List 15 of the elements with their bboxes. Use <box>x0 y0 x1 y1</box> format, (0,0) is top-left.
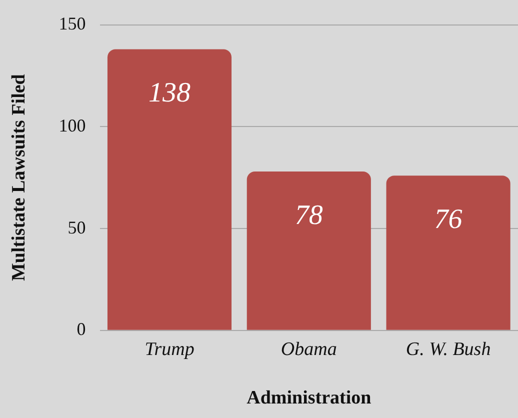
x-tick-label: Trump <box>144 338 194 360</box>
x-tick-label: Obama <box>280 338 337 360</box>
bar <box>246 171 371 330</box>
y-tick-label: 100 <box>58 115 86 136</box>
bar <box>107 49 232 330</box>
data-label: 76 <box>434 204 462 235</box>
y-tick-label: 50 <box>68 217 86 238</box>
data-label: 138 <box>148 78 190 109</box>
bar <box>386 176 510 330</box>
y-axis-title: Multistate Lawsuits Filed <box>8 74 30 282</box>
y-tick-label: 0 <box>76 319 86 340</box>
x-tick-label: G. W. Bush <box>406 338 491 360</box>
y-tick-label: 150 <box>58 14 86 34</box>
x-axis-title: Administration <box>246 388 372 409</box>
data-label: 78 <box>294 200 323 231</box>
